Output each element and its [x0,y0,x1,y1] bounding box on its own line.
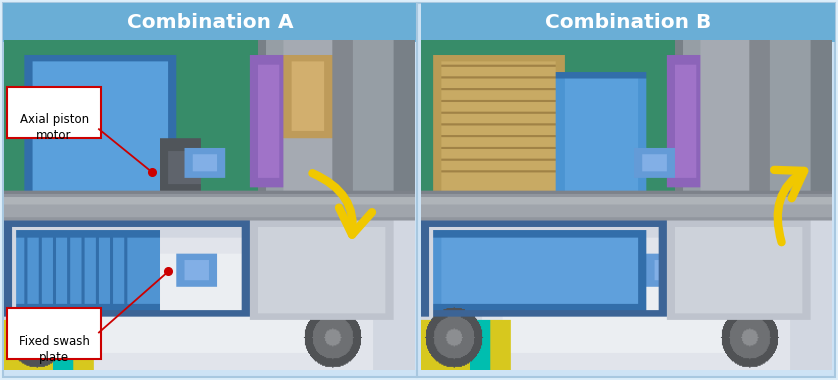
FancyBboxPatch shape [421,3,835,42]
Text: Axial piston
motor: Axial piston motor [19,113,89,142]
FancyBboxPatch shape [8,87,101,138]
Text: Combination B: Combination B [545,13,711,32]
FancyArrowPatch shape [313,173,372,235]
FancyArrowPatch shape [774,170,804,242]
FancyBboxPatch shape [8,308,101,359]
Text: Fixed swash
plate: Fixed swash plate [18,334,90,364]
FancyBboxPatch shape [3,3,835,377]
FancyBboxPatch shape [3,3,417,42]
Text: Combination A: Combination A [127,13,293,32]
